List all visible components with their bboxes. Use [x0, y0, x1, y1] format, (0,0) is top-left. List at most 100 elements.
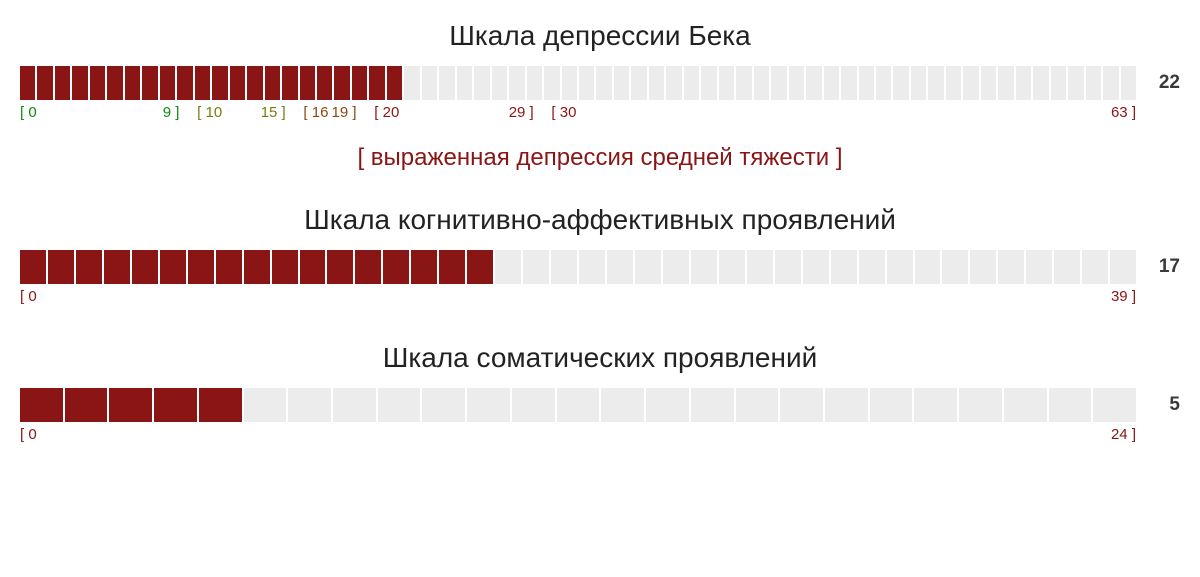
- bar-cell: [887, 250, 913, 284]
- bar-cell: [216, 250, 242, 284]
- bar-cell: [212, 66, 227, 100]
- bar-cell: [1026, 250, 1052, 284]
- bar-cell: [467, 250, 493, 284]
- bar-cell: [439, 250, 465, 284]
- bar-cell: [282, 66, 297, 100]
- bar-cell: [551, 250, 577, 284]
- bar-cell: [383, 250, 409, 284]
- bar-cell: [928, 66, 943, 100]
- bar-cell: [736, 388, 779, 422]
- bar-cell: [188, 250, 214, 284]
- scale-interpretation: [ выраженная депрессия средней тяжести ]: [20, 144, 1180, 172]
- bar-cell: [65, 388, 108, 422]
- bar-cell: [1110, 250, 1136, 284]
- bar-cell: [288, 388, 331, 422]
- bar-cell: [789, 66, 804, 100]
- bar-cell: [76, 250, 102, 284]
- bar-cell: [719, 250, 745, 284]
- bar-cell: [527, 66, 542, 100]
- bar-cell: [981, 66, 996, 100]
- range-close-label: 24 ]: [1111, 426, 1136, 443]
- bar-cell: [946, 66, 961, 100]
- range-open-label: [ 0: [20, 426, 37, 443]
- segmented-bar: [20, 250, 1136, 284]
- bar-cell: [90, 66, 105, 100]
- range-open-label: [ 0: [20, 288, 37, 305]
- range-close-label: 9 ]: [163, 104, 180, 121]
- bar-cell: [247, 66, 262, 100]
- bar-cell: [663, 250, 689, 284]
- bar-cell: [736, 66, 751, 100]
- bar-cell: [474, 66, 489, 100]
- bar-cell: [1068, 66, 1083, 100]
- bar-cell: [691, 388, 734, 422]
- bar-cell: [107, 66, 122, 100]
- range-row: [ 039 ]: [20, 288, 1136, 310]
- scale-block: Шкала когнитивно-аффективных проявлений 1…: [20, 204, 1180, 310]
- bar-cell: [467, 388, 510, 422]
- bar-cell: [244, 250, 270, 284]
- bar-cell: [20, 66, 35, 100]
- bar-cell: [512, 388, 555, 422]
- bar-cell: [125, 66, 140, 100]
- range-close-label: 29 ]: [509, 104, 534, 121]
- scale-block: Шкала депрессии Бека22[ 09 ][ 1015 ][ 16…: [20, 20, 1180, 172]
- bar-cell: [334, 66, 349, 100]
- bar-cell: [492, 66, 507, 100]
- bar-row: 17: [20, 250, 1180, 284]
- bar-cell: [265, 66, 280, 100]
- bar-cell: [870, 388, 913, 422]
- bar-cell: [55, 66, 70, 100]
- bar-cell: [635, 250, 661, 284]
- bar-cell: [876, 66, 891, 100]
- bar-cell: [747, 250, 773, 284]
- bar-cell: [1049, 388, 1092, 422]
- bar-cell: [963, 66, 978, 100]
- bar-cell: [1033, 66, 1048, 100]
- segmented-bar: [20, 66, 1136, 100]
- bar-cell: [1082, 250, 1108, 284]
- bar-cell: [244, 388, 287, 422]
- bar-cell: [20, 388, 63, 422]
- bar-cell: [523, 250, 549, 284]
- scale-score: 22: [1150, 72, 1180, 94]
- scale-title: Шкала когнитивно-аффективных проявлений: [20, 204, 1180, 236]
- bar-cell: [160, 250, 186, 284]
- bar-cell: [495, 250, 521, 284]
- bar-cell: [195, 66, 210, 100]
- bar-cell: [369, 66, 384, 100]
- range-close-label: 15 ]: [261, 104, 286, 121]
- bar-cell: [177, 66, 192, 100]
- bar-cell: [824, 66, 839, 100]
- bar-cell: [48, 250, 74, 284]
- bar-cell: [806, 66, 821, 100]
- bar-cell: [959, 388, 1002, 422]
- bar-cell: [154, 388, 197, 422]
- bar-cell: [109, 388, 152, 422]
- bar-cell: [352, 66, 367, 100]
- bar-cell: [607, 250, 633, 284]
- bar-cell: [439, 66, 454, 100]
- bar-cell: [601, 388, 644, 422]
- scale-title: Шкала соматических проявлений: [20, 342, 1180, 374]
- bar-cell: [596, 66, 611, 100]
- bar-cell: [691, 250, 717, 284]
- scale-title: Шкала депрессии Бека: [20, 20, 1180, 52]
- bar-cell: [803, 250, 829, 284]
- bar-cell: [300, 66, 315, 100]
- bar-cell: [1121, 66, 1136, 100]
- bar-cell: [719, 66, 734, 100]
- bar-cell: [579, 250, 605, 284]
- bar-row: 5: [20, 388, 1180, 422]
- range-close-label: 63 ]: [1111, 104, 1136, 121]
- bar-cell: [317, 66, 332, 100]
- bar-cell: [649, 66, 664, 100]
- bar-cell: [579, 66, 594, 100]
- bar-cell: [1051, 66, 1066, 100]
- bar-cell: [754, 66, 769, 100]
- bar-cell: [104, 250, 130, 284]
- range-row: [ 0 24 ]: [20, 426, 1136, 448]
- bar-cell: [411, 250, 437, 284]
- range-open-label: [ 10: [197, 104, 222, 121]
- bar-cell: [37, 66, 52, 100]
